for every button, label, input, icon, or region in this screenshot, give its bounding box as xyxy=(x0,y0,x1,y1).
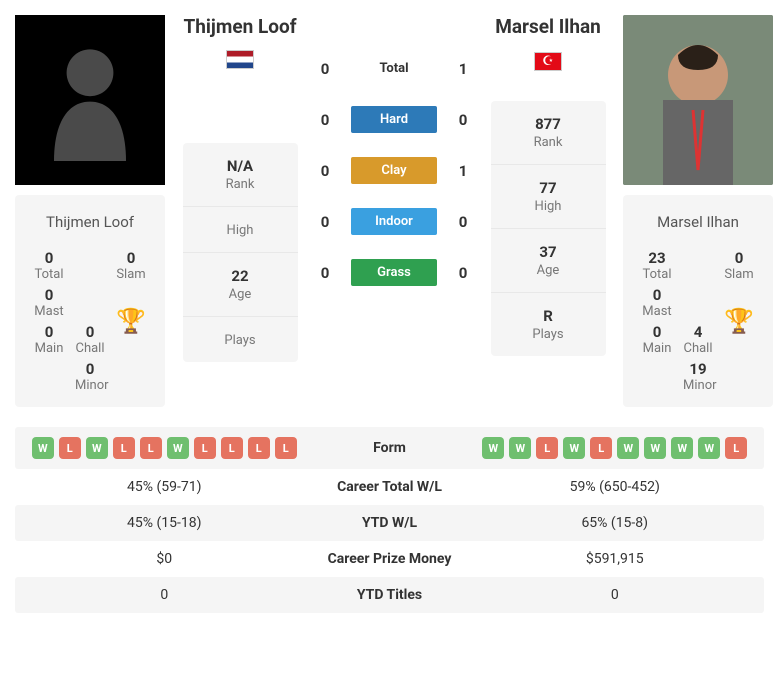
title-card-right: Marsel Ilhan 23Total 0Slam 0Mast 🏆 0Main… xyxy=(623,195,773,407)
form-sequence: WWLWLWWWWL xyxy=(480,437,751,459)
h2h-left: 0 xyxy=(315,264,335,282)
flag-icon-tr xyxy=(534,52,562,71)
h2h-row: 0 Clay 1 xyxy=(315,157,473,184)
form-badge: W xyxy=(698,437,720,459)
h2h-right: 0 xyxy=(453,111,473,129)
compare-label: Career Prize Money xyxy=(300,551,480,567)
compare-row: WLWLLWLLLLFormWWLWLWWWWL xyxy=(15,427,764,469)
title-card-left: Thijmen Loof 0Total 0Slam 0Mast 🏆 0Main … xyxy=(15,195,165,407)
compare-label: Form xyxy=(300,440,480,456)
form-badge: L xyxy=(221,437,243,459)
compare-left: 0 xyxy=(160,587,168,603)
trophy-icon: 🏆 xyxy=(724,307,754,335)
form-badge: W xyxy=(644,437,666,459)
compare-label: YTD Titles xyxy=(300,587,480,603)
player-photo-right xyxy=(623,15,773,185)
compare-right: 59% (650-452) xyxy=(570,479,660,495)
compare-label: Career Total W/L xyxy=(300,479,480,495)
form-badge: L xyxy=(59,437,81,459)
player-photo-left xyxy=(15,15,165,185)
form-badge: W xyxy=(482,437,504,459)
form-badge: L xyxy=(113,437,135,459)
surface-label: Total xyxy=(351,55,437,82)
form-badge: W xyxy=(32,437,54,459)
form-badge: L xyxy=(590,437,612,459)
form-sequence: WLWLLWLLLL xyxy=(29,437,300,459)
compare-row: 45% (59-71) Career Total W/L 59% (650-452) xyxy=(15,469,764,505)
h2h-left: 0 xyxy=(315,60,335,78)
form-badge: L xyxy=(725,437,747,459)
form-badge: L xyxy=(275,437,297,459)
surface-label: Grass xyxy=(351,259,437,286)
compare-label: YTD W/L xyxy=(300,515,480,531)
trophy-icon: 🏆 xyxy=(116,307,146,335)
form-badge: W xyxy=(563,437,585,459)
compare-right: $591,915 xyxy=(586,551,644,567)
form-badge: L xyxy=(194,437,216,459)
surface-label: Clay xyxy=(351,157,437,184)
form-badge: W xyxy=(671,437,693,459)
player-name-heading-right: Marsel Ilhan xyxy=(483,15,613,38)
surface-label: Indoor xyxy=(351,208,437,235)
compare-left: $0 xyxy=(156,551,172,567)
h2h-left: 0 xyxy=(315,213,335,231)
compare-row: 0 YTD Titles 0 xyxy=(15,577,764,613)
h2h-right: 1 xyxy=(453,162,473,180)
flag-icon-nl xyxy=(226,50,254,69)
player-name-label: Thijmen Loof xyxy=(15,195,165,249)
compare-table: WLWLLWLLLLFormWWLWLWWWWL45% (59-71)Caree… xyxy=(15,427,764,613)
h2h-row: 0 Total 1 xyxy=(315,55,473,82)
h2h-row: 0 Hard 0 xyxy=(315,106,473,133)
compare-left: 45% (15-18) xyxy=(127,515,201,531)
h2h-row: 0 Indoor 0 xyxy=(315,208,473,235)
form-badge: L xyxy=(536,437,558,459)
form-badge: W xyxy=(86,437,108,459)
player-name-heading-left: Thijmen Loof xyxy=(175,15,305,38)
compare-row: $0 Career Prize Money $591,915 xyxy=(15,541,764,577)
compare-right: 0 xyxy=(611,587,619,603)
form-badge: L xyxy=(248,437,270,459)
h2h-left: 0 xyxy=(315,162,335,180)
h2h-column: 0 Total 1 0 Hard 0 0 Clay 1 0 Indoor 0 0 Grass 0 xyxy=(315,15,473,407)
compare-right: 65% (15-8) xyxy=(581,515,648,531)
player-name-label: Marsel Ilhan xyxy=(623,195,773,249)
form-badge: W xyxy=(167,437,189,459)
form-badge: W xyxy=(509,437,531,459)
form-badge: W xyxy=(617,437,639,459)
h2h-right: 0 xyxy=(453,213,473,231)
compare-row: 45% (15-18) YTD W/L 65% (15-8) xyxy=(15,505,764,541)
h2h-right: 0 xyxy=(453,264,473,282)
h2h-left: 0 xyxy=(315,111,335,129)
h2h-row: 0 Grass 0 xyxy=(315,259,473,286)
form-badge: L xyxy=(140,437,162,459)
h2h-right: 1 xyxy=(453,60,473,78)
surface-label: Hard xyxy=(351,106,437,133)
compare-left: 45% (59-71) xyxy=(127,479,201,495)
